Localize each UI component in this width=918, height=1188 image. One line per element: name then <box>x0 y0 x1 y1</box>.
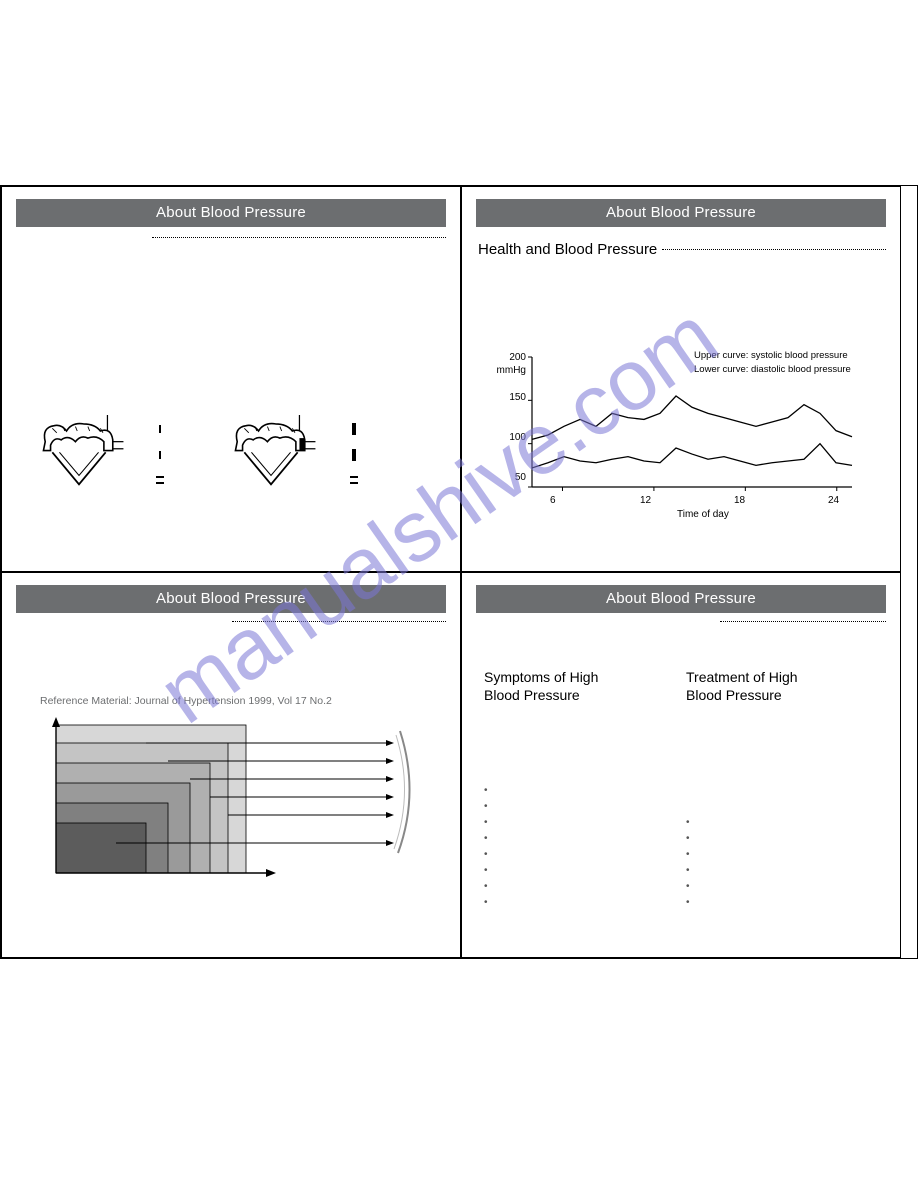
ytick-150: 150 <box>498 392 526 403</box>
xtick-18: 18 <box>734 495 745 506</box>
ytick-100: 100 <box>498 432 526 443</box>
panel-2-title: About Blood Pressure <box>476 199 886 227</box>
symptoms-bullets: •••••••• <box>484 783 488 911</box>
xtick-12: 12 <box>640 495 651 506</box>
legend-systolic: Upper curve: systolic blood pressure <box>694 349 848 362</box>
panel-3: About Blood Pressure Reference Material:… <box>1 572 461 958</box>
heart-diagram-left <box>34 415 124 495</box>
panel-2-section: Health and Blood Pressure <box>478 241 657 258</box>
ytick-50: 50 <box>498 472 526 483</box>
bp-line-chart: 200 mmHg 150 100 50 6 12 18 24 Time of d… <box>502 347 872 527</box>
bp-bar-diagram <box>40 713 450 893</box>
xtick-24: 24 <box>828 495 839 506</box>
heart-diagram-right <box>226 415 316 495</box>
legend-diastolic: Lower curve: diastolic blood pressure <box>694 363 851 376</box>
panel-1: About Blood Pressure <box>1 186 461 572</box>
treatment-bullets: •••••• <box>686 815 690 911</box>
panel-4-title: About Blood Pressure <box>476 585 886 613</box>
panel-4: About Blood Pressure Symptoms of HighBlo… <box>461 572 901 958</box>
four-panel-grid: manualshive.com About Blood Pressure <box>0 185 918 959</box>
symptoms-column: Symptoms of HighBlood Pressure <box>484 668 598 704</box>
dotted-rule-2 <box>662 249 886 250</box>
tick-marks-left <box>154 421 168 491</box>
treatment-column: Treatment of HighBlood Pressure <box>686 668 798 704</box>
tick-marks-right <box>348 421 362 491</box>
x-label: Time of day <box>677 509 729 520</box>
panel-2: About Blood Pressure Health and Blood Pr… <box>461 186 901 572</box>
dotted-rule-4 <box>720 621 886 622</box>
symptoms-title: Symptoms of HighBlood Pressure <box>484 668 598 704</box>
reference-text: Reference Material: Journal of Hypertens… <box>40 695 332 707</box>
ytick-200: 200 <box>498 352 526 363</box>
panel-3-title: About Blood Pressure <box>16 585 446 613</box>
xtick-6: 6 <box>550 495 556 506</box>
dotted-rule-3 <box>232 621 446 622</box>
panel-1-title: About Blood Pressure <box>16 199 446 227</box>
treatment-title: Treatment of HighBlood Pressure <box>686 668 798 704</box>
dotted-rule-1 <box>152 237 446 238</box>
y-unit: mmHg <box>488 365 526 376</box>
